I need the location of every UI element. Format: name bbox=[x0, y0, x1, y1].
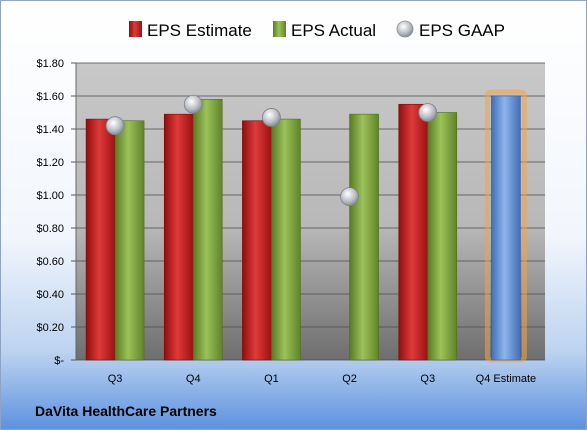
y-axis: $- $0.20 $0.40 $0.60 $0.80 $1.00 $1.20 $1.40 $1.… bbox=[36, 58, 77, 367]
plot-area bbox=[76, 63, 545, 360]
bar-eps-actual bbox=[114, 120, 145, 361]
x-tick-label: Q4 bbox=[186, 373, 201, 385]
y-tick-label: $1.40 bbox=[36, 124, 64, 136]
marker-eps-gaap bbox=[262, 108, 281, 127]
y-tick-label: $- bbox=[54, 355, 64, 367]
legend-label-gaap: EPS GAAP bbox=[419, 21, 505, 40]
gaap-markers bbox=[105, 94, 438, 207]
y-tick-label: $1.80 bbox=[36, 58, 64, 70]
bar-eps-estimate bbox=[85, 118, 116, 361]
legend: EPS Estimate EPS Actual EPS GAAP bbox=[129, 20, 505, 40]
legend-item-eps-gaap: EPS GAAP bbox=[396, 20, 505, 40]
bar-eps-estimate bbox=[163, 113, 194, 361]
x-tick-label: Q4 Estimate bbox=[476, 373, 537, 385]
x-tick-label: Q3 bbox=[108, 373, 123, 385]
y-tick-label: $1.60 bbox=[36, 91, 64, 103]
bar-eps-actual bbox=[349, 113, 379, 361]
gridlines bbox=[76, 62, 545, 361]
y-tick-label: $0.20 bbox=[36, 322, 64, 334]
bar-eps-estimate bbox=[242, 120, 272, 361]
x-tick-label: Q2 bbox=[342, 373, 357, 385]
legend-label-estimate: EPS Estimate bbox=[147, 21, 252, 40]
y-tick-label: $0.80 bbox=[36, 223, 64, 235]
legend-swatch-actual bbox=[273, 21, 286, 37]
y-tick-label: $0.40 bbox=[36, 289, 64, 301]
legend-item-eps-estimate: EPS Estimate bbox=[129, 21, 252, 40]
bar-eps-actual bbox=[192, 99, 223, 361]
bar-eps-actual bbox=[271, 118, 301, 361]
y-tick-label: $1.20 bbox=[36, 157, 64, 169]
bar-eps-estimate bbox=[398, 103, 429, 361]
legend-item-eps-actual: EPS Actual bbox=[273, 21, 376, 40]
x-axis: Q3 Q4 Q1 Q2 Q3 Q4 Estimate bbox=[108, 373, 536, 385]
bar-eps-actual bbox=[427, 112, 458, 361]
legend-swatch-gaap bbox=[396, 20, 414, 38]
y-tick-label: $0.60 bbox=[36, 256, 64, 268]
marker-eps-gaap bbox=[418, 103, 438, 122]
legend-label-actual: EPS Actual bbox=[291, 21, 376, 40]
x-tick-label: Q1 bbox=[264, 373, 279, 385]
legend-swatch-estimate bbox=[129, 21, 142, 37]
company-name: DaVita HealthCare Partners bbox=[35, 403, 217, 419]
bars bbox=[85, 89, 527, 363]
bar-q4-estimate bbox=[491, 95, 521, 361]
marker-eps-gaap bbox=[340, 187, 359, 207]
marker-eps-gaap bbox=[105, 116, 125, 136]
y-tick-label: $1.00 bbox=[36, 190, 64, 202]
marker-eps-gaap bbox=[183, 94, 203, 114]
x-tick-label: Q3 bbox=[420, 373, 435, 385]
